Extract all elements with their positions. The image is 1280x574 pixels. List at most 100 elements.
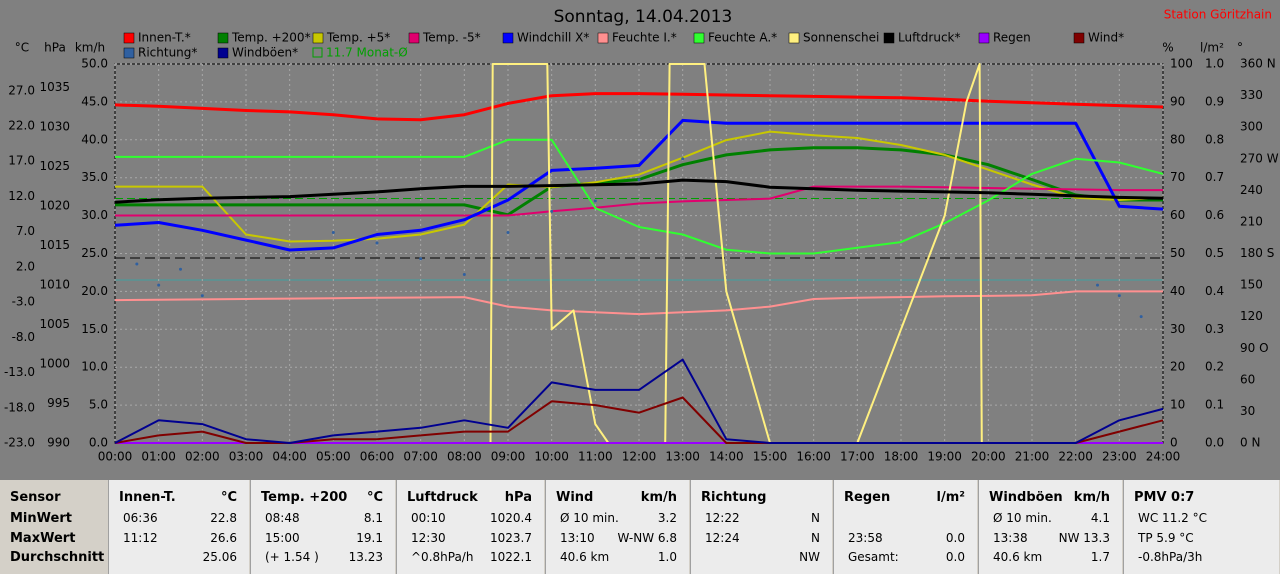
table-cell: 26.6: [210, 530, 237, 545]
y-tick-label: 10.0: [81, 360, 108, 374]
y-tick-label: 25.0: [81, 246, 108, 260]
table-cell: 40.6 km: [993, 550, 1043, 564]
scatter-point: [1096, 283, 1099, 287]
y-tick-label: 100: [1170, 57, 1193, 71]
table-cell: 08:48: [265, 511, 300, 525]
y-tick-label: 20: [1170, 360, 1185, 374]
x-tick-label: 15:00: [753, 450, 788, 464]
x-tick-label: 06:00: [360, 450, 395, 464]
table-cell: MinWert: [10, 511, 72, 526]
column-unit: hPa: [504, 490, 532, 505]
table-column: Windböen km/h Ø 10 min. 4.1 13:38 NW 13.3 40.6…: [978, 480, 1122, 574]
y-tick-label: 0 N: [1240, 436, 1260, 450]
legend-swatch: [217, 32, 229, 44]
x-tick-label: 16:00: [796, 450, 831, 464]
table-cell: 8.1: [363, 511, 383, 525]
series-line: [114, 358, 1164, 444]
y-tick-label: 360 N: [1240, 57, 1276, 71]
x-tick-label: 21:00: [1015, 450, 1050, 464]
x-tick-label: 02:00: [185, 450, 220, 464]
y-tick-label: 60: [1170, 208, 1185, 222]
legend-label: Temp. -5*: [422, 31, 481, 45]
table-cell: W-NW 6.8: [617, 530, 677, 545]
column-title: Regen: [844, 490, 891, 505]
legend-label: Regen: [993, 31, 1031, 45]
y-tick-label: 40.0: [81, 132, 108, 146]
chart-title: Sonntag, 14.04.2013: [554, 7, 733, 27]
y-tick-label: 10: [1170, 398, 1185, 412]
table-cell: Durchschnitt: [10, 550, 105, 565]
column-title: Temp. +200: [261, 490, 348, 505]
table-cell: 25.06: [202, 550, 237, 564]
table-column: Regen l/m² 23:58 0.0 Gesamt: 0.0: [833, 480, 977, 574]
scatter-point: [593, 199, 597, 203]
table-column: Innen-T. °C 06:36 22.8 11:12 26.6 25.06: [108, 480, 249, 574]
table-cell: 1023.7: [490, 530, 532, 545]
axis-label: %: [1162, 41, 1173, 55]
y-tick-label: 1020: [39, 199, 70, 213]
y-tick-label: 22.0: [8, 118, 35, 132]
y-tick-label: 300: [1240, 120, 1263, 134]
column-unit: l/m²: [936, 490, 965, 505]
y-tick-label: 150: [1240, 278, 1263, 292]
y-tick-label: 12.0: [8, 189, 35, 203]
table-cell: 13:10: [560, 530, 595, 545]
scatter-point: [550, 209, 554, 213]
y-tick-label: 90: [1170, 94, 1185, 108]
y-tick-label: 1000: [39, 357, 70, 371]
scatter-point: [375, 241, 379, 245]
y-tick-label: 2.0: [16, 259, 35, 273]
table-cell: 12:30: [411, 530, 446, 545]
series-line: [115, 138, 1164, 255]
y-tick-label: 1025: [39, 159, 70, 173]
scatter-point: [637, 178, 641, 182]
y-tick-label: -18.0: [4, 400, 35, 414]
y-tick-label: 80: [1170, 132, 1185, 146]
y-tick-label: 0.0: [1205, 436, 1224, 450]
column-title: Luftdruck: [407, 490, 478, 505]
x-tick-label: 17:00: [840, 450, 875, 464]
table-column: Temp. +200 °C 08:48 8.1 15:00 19.1 (+ 1.54 ) 13…: [250, 480, 395, 574]
chart: Sonntag, 14.04.2013 Station Göritzhain °…: [4, 7, 1279, 464]
y-tick-label: 90 O: [1240, 341, 1269, 355]
column-title: Wind: [556, 490, 594, 505]
series-line: [114, 178, 1164, 204]
y-tick-label: 17.0: [8, 154, 35, 168]
scatter-point: [179, 267, 182, 271]
table-cell: 13.23: [348, 550, 383, 564]
y-tick-label: 240: [1240, 183, 1263, 197]
legend-swatch: [408, 32, 420, 44]
series-group: [114, 63, 1164, 444]
scatter-point: [200, 294, 204, 298]
table-cell: 0.0: [945, 530, 965, 545]
column-title: PMV 0:7: [1134, 490, 1195, 505]
x-tick-label: 12:00: [622, 450, 657, 464]
y-tick-label: 1010: [39, 278, 70, 292]
y-tick-label: 20.0: [81, 284, 108, 298]
x-tick-label: 09:00: [491, 450, 526, 464]
y-tick-label: 0.4: [1205, 284, 1224, 298]
axis-label: hPa: [44, 41, 66, 55]
column-title: Windböen: [989, 490, 1063, 505]
x-tick-label: 19:00: [927, 450, 962, 464]
legend-swatch: [123, 47, 135, 59]
x-tick-label: 14:00: [709, 450, 744, 464]
legend-label: Feuchte A.*: [708, 31, 777, 45]
table-cell: 19.1: [356, 530, 383, 545]
table-cell: 06:36: [123, 511, 158, 525]
table-cell: 40.6 km: [560, 550, 610, 564]
series-line: [114, 118, 1164, 252]
scatter-point: [157, 283, 161, 287]
y-tick-label: 50.0: [81, 57, 108, 71]
series-line: [115, 130, 1164, 243]
table-column: Richtung 12:22 N 12:24 N NW: [690, 480, 832, 574]
y-tick-label: 5.0: [89, 398, 108, 412]
y-tick-label: 330: [1240, 88, 1263, 102]
column-unit: °C: [366, 490, 383, 505]
scatter-point: [506, 230, 510, 234]
table-cell: 13:38: [993, 530, 1028, 545]
legend-swatch: [883, 32, 895, 44]
table-cell: 1022.1: [490, 550, 532, 564]
table-cell: -0.8hPa/3h: [1138, 550, 1203, 564]
